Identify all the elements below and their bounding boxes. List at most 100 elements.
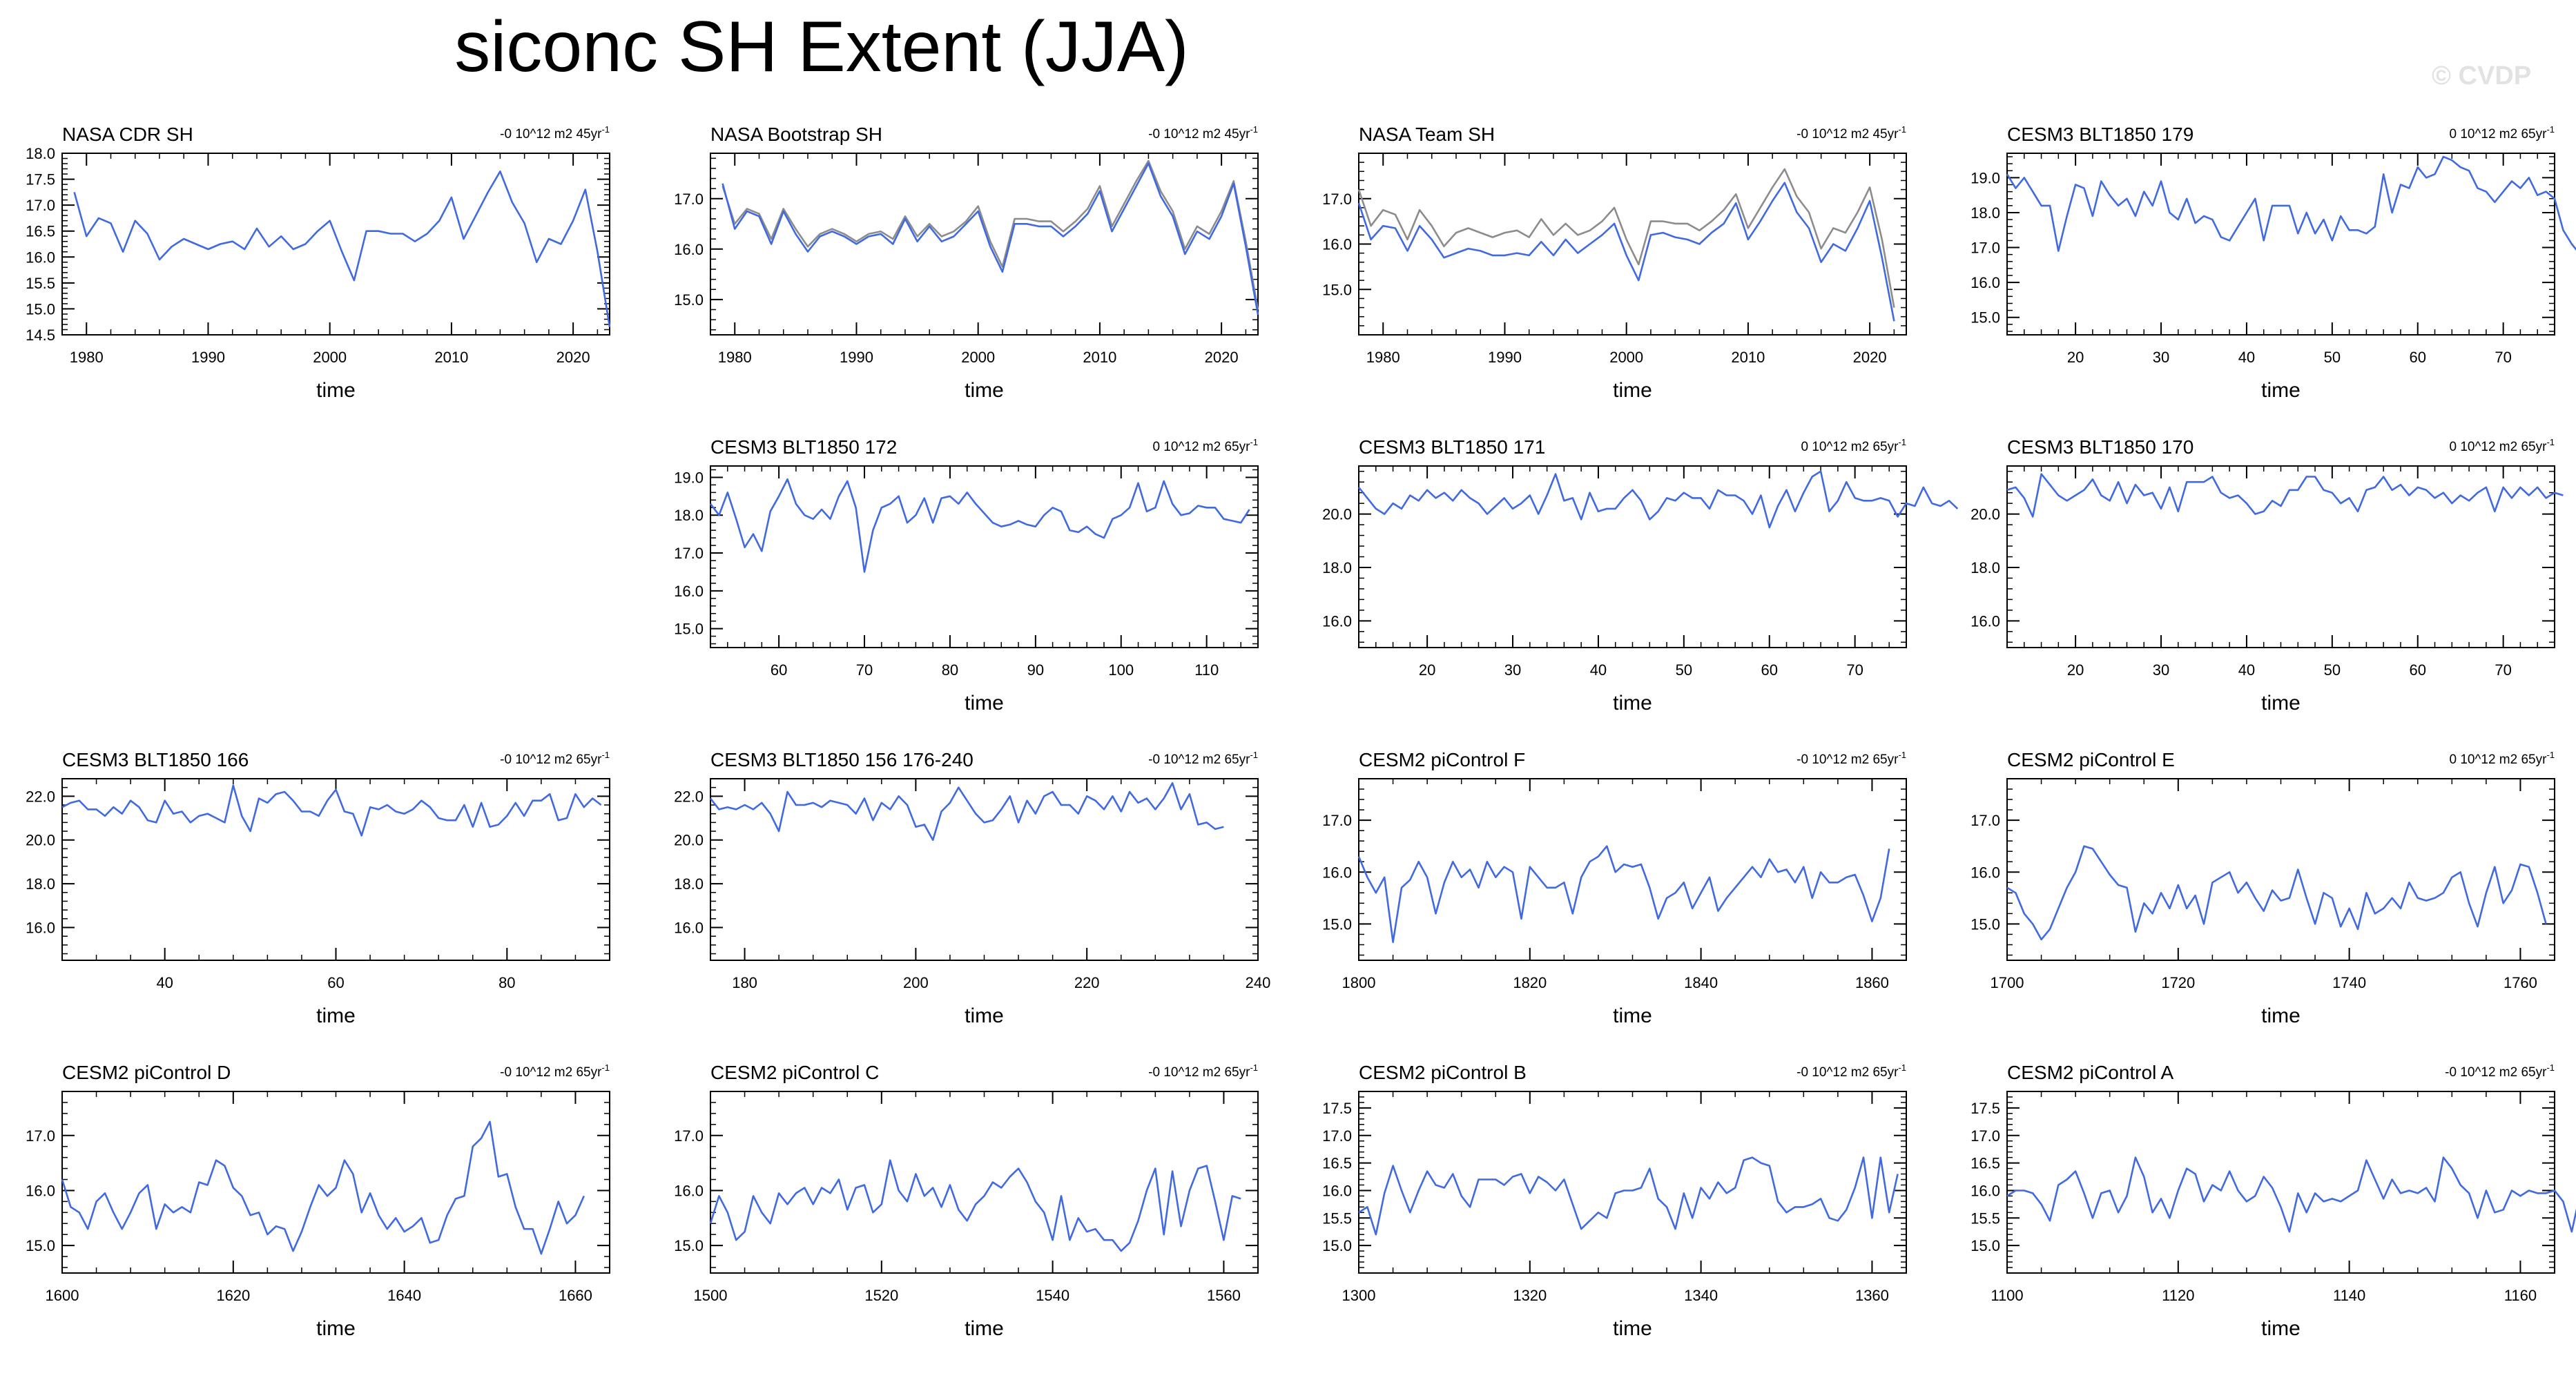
x-tick-label: 1740 xyxy=(2332,974,2366,991)
x-tick-label: 2000 xyxy=(313,349,347,366)
chart-panel: 20 30 40 50 60 70 16.0 18.0 20.0 CESM3 BLT1850 17… xyxy=(1322,436,1959,715)
y-tick-label: 18.0 xyxy=(674,507,704,524)
x-tick-label: 90 xyxy=(1027,661,1044,679)
y-tick-label: 22.0 xyxy=(26,788,55,805)
x-tick-label: 2020 xyxy=(1205,349,1239,366)
panel-units: -0 10^12 m2 65yr-1 xyxy=(1148,750,1258,767)
plot-frame xyxy=(710,153,1259,336)
y-tick-label: 16.0 xyxy=(26,249,55,266)
x-tick-label: 80 xyxy=(942,661,958,679)
panel-units: -0 10^12 m2 65yr-1 xyxy=(1797,1062,1906,1080)
series-line xyxy=(61,784,602,837)
series-line xyxy=(2006,155,2576,252)
series-line xyxy=(1357,470,1959,529)
y-tick-label: 17.0 xyxy=(1970,240,2000,257)
y-tick-label: 16.5 xyxy=(1970,1155,2000,1172)
chart-panel: 20 30 40 50 60 70 15.0 16.0 17.0 18.0 19.0 CESM3 BL… xyxy=(1970,124,2576,402)
x-tick-label: 40 xyxy=(156,974,173,991)
watermark: © CVDP xyxy=(2432,61,2532,90)
y-tick-label: 19.0 xyxy=(1970,169,2000,186)
series-line-alt xyxy=(1357,168,1895,308)
units-superscript: -1 xyxy=(601,124,610,135)
y-tick-label: 20.0 xyxy=(1970,506,2000,523)
units-superscript: -1 xyxy=(2546,1062,2555,1073)
panel-units: -0 10^12 m2 65yr-1 xyxy=(1148,1062,1258,1080)
units-superscript: -1 xyxy=(2546,437,2555,447)
x-tick-label: 30 xyxy=(2153,349,2169,366)
x-tick-label: 180 xyxy=(732,974,757,991)
chart-panel: 1100 1120 1140 1160 15.0 15.5 16.0 16.5 17.0 17.5… xyxy=(1970,1062,2576,1340)
panel-title: CESM2 piControl D xyxy=(62,1062,231,1083)
chart-panel: 180 200 220 240 16.0 18.0 20.0 22.0 CESM3 BLT185… xyxy=(674,749,1270,1027)
x-tick-label: 1840 xyxy=(1684,974,1718,991)
panel-title: CESM2 piControl E xyxy=(2007,749,2175,770)
x-tick-label: 2000 xyxy=(1609,349,1643,366)
x-axis-label: time xyxy=(1613,1004,1652,1027)
chart-panel: 1980 1990 2000 2010 2020 15.0 16.0 17.0 NASA Boo… xyxy=(674,124,1259,402)
x-tick-label: 1300 xyxy=(1342,1287,1376,1304)
plot-frame xyxy=(710,1091,1259,1274)
plot-frame xyxy=(61,1091,610,1274)
x-tick-label: 1160 xyxy=(2504,1287,2537,1304)
x-tick-label: 70 xyxy=(2495,661,2511,679)
y-tick-label: 15.0 xyxy=(1970,915,2000,933)
x-tick-label: 1320 xyxy=(1513,1287,1547,1304)
x-tick-label: 60 xyxy=(2410,661,2426,679)
chart-panel: 1700 1720 1740 1760 15.0 16.0 17.0 CESM2 piCont… xyxy=(1970,749,2555,1027)
y-tick-label: 20.0 xyxy=(26,832,55,849)
y-tick-label: 20.0 xyxy=(1322,506,1352,523)
x-axis-label: time xyxy=(2261,1317,2301,1340)
x-tick-label: 60 xyxy=(1761,661,1778,679)
y-tick-label: 16.0 xyxy=(26,919,55,936)
y-tick-label: 16.0 xyxy=(1970,274,2000,291)
x-axis-label: time xyxy=(965,1004,1004,1027)
y-tick-label: 15.0 xyxy=(1322,915,1352,933)
panel-units: -0 10^12 m2 65yr-1 xyxy=(1797,750,1906,767)
x-tick-label: 2020 xyxy=(556,349,590,366)
y-tick-label: 17.5 xyxy=(26,171,55,188)
panel-title: NASA CDR SH xyxy=(62,124,193,145)
series-line xyxy=(709,782,1224,841)
x-tick-label: 70 xyxy=(1846,661,1863,679)
plot-frame xyxy=(61,778,610,961)
y-tick-label: 22.0 xyxy=(674,788,704,805)
y-tick-label: 20.0 xyxy=(674,832,704,849)
y-tick-label: 17.0 xyxy=(1322,1127,1352,1145)
x-tick-label: 1560 xyxy=(1207,1287,1241,1304)
chart-panel: 1500 1520 1540 1560 15.0 16.0 17.0 CESM2 piCont… xyxy=(674,1062,1259,1340)
y-tick-label: 14.5 xyxy=(26,327,55,344)
x-tick-label: 60 xyxy=(771,661,787,679)
plot-frame xyxy=(1358,1091,1907,1274)
y-tick-label: 17.0 xyxy=(1970,1127,2000,1145)
panel-title: CESM3 BLT1850 166 xyxy=(62,749,249,770)
units-superscript: -1 xyxy=(1250,437,1258,447)
series-line xyxy=(1357,845,1890,943)
y-tick-label: 17.0 xyxy=(1322,812,1352,829)
x-tick-label: 1990 xyxy=(191,349,225,366)
y-tick-label: 15.0 xyxy=(1322,1237,1352,1254)
series-line xyxy=(722,162,1259,315)
x-tick-label: 50 xyxy=(2324,349,2341,366)
y-tick-label: 17.0 xyxy=(1970,812,2000,829)
x-tick-label: 1700 xyxy=(1991,974,2024,991)
units-superscript: -1 xyxy=(1898,1062,1906,1073)
series-line xyxy=(709,478,1250,573)
x-tick-label: 60 xyxy=(327,974,344,991)
x-tick-label: 1980 xyxy=(718,349,752,366)
x-axis-label: time xyxy=(2261,379,2301,402)
y-tick-label: 16.0 xyxy=(1322,1182,1352,1199)
y-tick-label: 19.0 xyxy=(674,469,704,486)
x-tick-label: 1100 xyxy=(1991,1287,2023,1304)
x-tick-label: 1800 xyxy=(1342,974,1376,991)
x-tick-label: 60 xyxy=(2410,349,2426,366)
panel-title: CESM2 piControl A xyxy=(2007,1062,2174,1083)
x-axis-label: time xyxy=(316,1317,356,1340)
x-tick-label: 2000 xyxy=(961,349,995,366)
y-tick-label: 17.0 xyxy=(26,197,55,214)
x-tick-label: 1520 xyxy=(864,1287,898,1304)
y-tick-label: 17.0 xyxy=(1322,191,1352,208)
y-tick-label: 18.0 xyxy=(674,875,704,893)
y-tick-label: 18.0 xyxy=(1970,204,2000,222)
units-superscript: -1 xyxy=(601,1062,610,1073)
